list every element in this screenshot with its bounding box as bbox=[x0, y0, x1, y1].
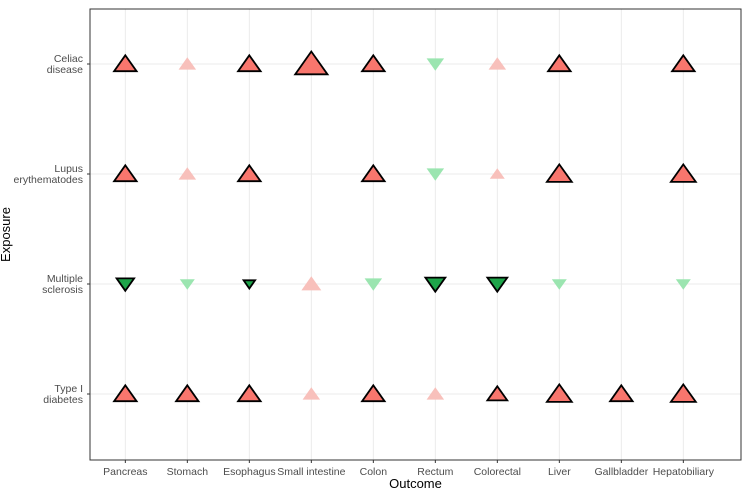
point-down-triangle bbox=[423, 276, 448, 294]
point-down-triangle bbox=[551, 279, 567, 290]
point-up-triangle bbox=[426, 387, 445, 400]
y-tick-label: Celiac bbox=[54, 53, 83, 65]
point-up-triangle bbox=[545, 382, 574, 403]
point-up-triangle bbox=[546, 53, 573, 73]
point-up-triangle bbox=[360, 163, 387, 183]
y-axis-title: Exposure bbox=[0, 207, 13, 262]
x-tick-label: Stomach bbox=[167, 466, 209, 478]
y-tick-label: diabetes bbox=[43, 394, 83, 406]
point-up-triangle bbox=[360, 53, 387, 73]
point-down-triangle bbox=[241, 279, 257, 291]
y-tick-label: erythematodes bbox=[14, 174, 83, 186]
point-up-triangle bbox=[485, 384, 510, 402]
points-layer bbox=[112, 49, 698, 403]
x-tick-label: Liver bbox=[548, 466, 571, 478]
y-tick-label: Multiple bbox=[47, 273, 83, 285]
grid-layer bbox=[90, 9, 741, 460]
point-up-triangle bbox=[112, 53, 139, 73]
point-down-triangle bbox=[114, 277, 136, 293]
point-down-triangle bbox=[364, 278, 383, 291]
point-up-triangle bbox=[669, 162, 698, 183]
point-down-triangle bbox=[485, 276, 510, 294]
point-down-triangle bbox=[426, 58, 445, 71]
x-tick-label: Colon bbox=[360, 466, 388, 478]
x-tick-label: Rectum bbox=[417, 466, 453, 478]
x-tick-label: Hepatobiliary bbox=[653, 466, 715, 478]
point-up-triangle bbox=[178, 57, 197, 70]
point-up-triangle bbox=[112, 383, 139, 403]
point-down-triangle bbox=[675, 279, 691, 290]
point-up-triangle bbox=[112, 163, 139, 183]
point-up-triangle bbox=[488, 57, 507, 70]
point-up-triangle bbox=[174, 383, 201, 403]
point-up-triangle bbox=[293, 49, 330, 76]
x-axis-title: Outcome bbox=[389, 476, 442, 491]
point-up-triangle bbox=[608, 383, 635, 403]
x-tick-label: Gallbladder bbox=[594, 466, 648, 478]
plot-panel-border bbox=[89, 8, 742, 461]
point-up-triangle bbox=[669, 382, 698, 403]
x-tick-label: Esophagus bbox=[223, 466, 276, 478]
point-up-triangle bbox=[545, 162, 574, 183]
x-tick-label: Colorectal bbox=[474, 466, 521, 478]
point-up-triangle bbox=[489, 168, 505, 179]
x-tick-label: Pancreas bbox=[103, 466, 147, 478]
x-tick-label: Small intestine bbox=[277, 466, 345, 478]
y-tick-label: disease bbox=[47, 64, 83, 76]
point-up-triangle bbox=[236, 163, 263, 183]
point-up-triangle bbox=[178, 167, 197, 180]
point-up-triangle bbox=[302, 387, 321, 400]
y-tick-label: sclerosis bbox=[42, 284, 83, 296]
point-up-triangle bbox=[360, 383, 387, 403]
x-axis: Pancreas Stomach Esophagus Small intestine C… bbox=[103, 460, 715, 478]
point-down-triangle bbox=[426, 168, 445, 181]
y-tick-label: Type I bbox=[54, 383, 83, 395]
point-down-triangle bbox=[179, 279, 195, 290]
point-up-triangle bbox=[670, 53, 697, 73]
point-up-triangle bbox=[236, 383, 263, 403]
point-up-triangle bbox=[301, 276, 322, 291]
point-up-triangle bbox=[236, 53, 263, 73]
y-tick-label: Lupus bbox=[54, 163, 83, 175]
